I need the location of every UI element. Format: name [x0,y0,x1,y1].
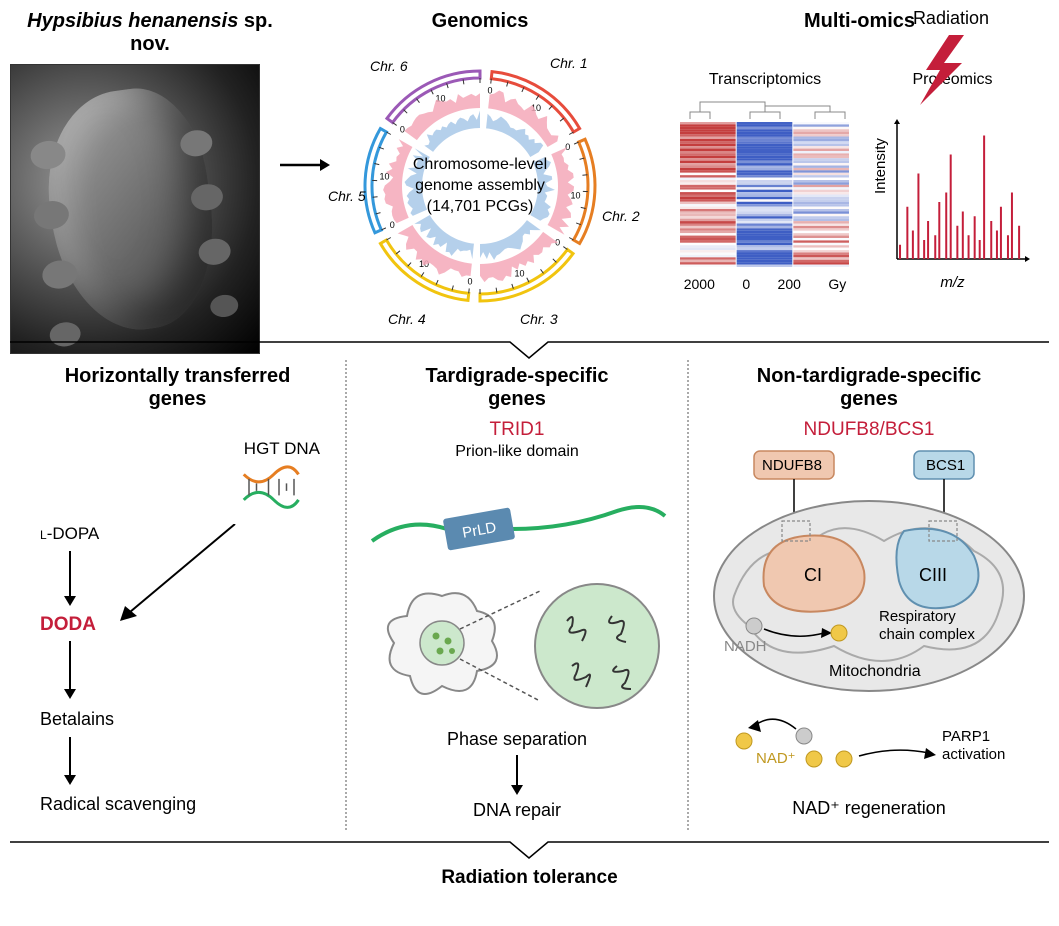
down-arrow-icon [60,641,80,699]
svg-text:CI: CI [804,565,822,585]
svg-text:BCS1: BCS1 [926,457,965,474]
transcriptomics-title: Transcriptomics [670,71,860,89]
phase-sep-label: Phase separation [362,729,672,750]
svg-text:NDUFB8: NDUFB8 [762,457,822,474]
trid1-label: TRID1 [362,419,672,441]
svg-text:Respiratory: Respiratory [879,608,956,625]
down-arrow-icon [60,737,80,785]
dna-helix-icon [240,464,300,519]
chr-label: Chr. 2 [602,208,640,224]
panel-genomics: Genomics 010010010010010010 Chr. 1 Chr. … [290,10,670,340]
spectrum-svg: Intensity [875,94,1030,269]
ldopa-label: l-DOPA [40,524,99,544]
circos-plot: 010010010010010010 Chr. 1 Chr. 2 Chr. 3 … [310,41,650,331]
panel-nontardigrade: Non-tardigrade-specific genes NDUFB8/BCS… [689,360,1049,830]
transcriptomics-heatmap: Transcriptomics 2000 [670,71,860,292]
diagonal-arrow-icon [120,524,240,624]
conclusion-text: Radiation tolerance [10,867,1049,889]
genomics-title: Genomics [290,10,670,33]
figure-root: Hypsibius henanensis sp. nov. Genomics 0… [0,0,1059,890]
hgt-title-line2: genes [149,388,207,410]
hgt-title: Horizontally transferred genes [25,365,330,411]
heatmap-tick: 2000 [684,276,715,292]
heatmap-tick: 200 [778,276,801,292]
svg-text:0: 0 [390,220,395,230]
chr-label: Chr. 3 [520,311,558,327]
svg-text:activation: activation [942,746,1005,763]
sem-micrograph [10,64,260,354]
lightning-icon [914,35,969,110]
nontardigrade-title-line1: Non-tardigrade-specific [757,365,981,387]
svg-text:NAD⁺: NAD⁺ [756,750,796,767]
tardigrade-title-line2: genes [488,388,546,410]
tardigrade-title-line1: Tardigrade-specific [425,365,608,387]
heatmap-tick: 0 [742,276,750,292]
mito-svg: NDUFB8 BCS1 CI CIII [704,441,1034,801]
cell-diagram [362,571,672,721]
chr-label: Chr. 5 [328,188,366,204]
svg-text:NADH: NADH [724,638,767,655]
svg-text:0: 0 [467,276,472,286]
svg-text:0: 0 [400,125,405,135]
svg-text:0: 0 [565,142,570,152]
svg-text:PARP1: PARP1 [942,728,990,745]
prion-label: Prion-like domain [362,443,672,461]
hgt-diagram: HGT DNA l-DOPA DODA [25,419,330,819]
trid-diagram: TRID1 Prion-like domain PrLD [362,419,672,819]
betalains-label: Betalains [40,709,114,730]
panel-species: Hypsibius henanensis sp. nov. [10,10,290,340]
heatmap-xlabels: 2000 0 200 Gy [670,276,860,292]
bottom-row: Horizontally transferred genes HGT DNA [10,360,1049,830]
down-arrow-icon [60,551,80,606]
conclusion-bar: Radiation tolerance [10,840,1049,880]
hgt-title-line1: Horizontally transferred [65,365,291,387]
down-arrow-icon [507,755,527,795]
svg-text:chain complex: chain complex [879,626,975,643]
species-title: Hypsibius henanensis sp. nov. [10,10,290,56]
hgt-dna-label: HGT DNA [244,439,320,459]
nontardigrade-title-line2: genes [840,388,898,410]
radiation-label: Radiation [913,8,989,29]
tardigrade-silhouette [35,80,227,340]
species-name: Hypsibius henanensis [27,10,238,32]
protein-line: PrLD [362,491,672,561]
nad-regen-label: NAD⁺ regeneration [704,798,1034,819]
tardigrade-title: Tardigrade-specific genes [362,365,672,411]
intensity-label: Intensity [875,138,889,194]
panel-multiomics: Multi-omics Radiation Transcriptomics [670,10,1049,340]
nontardigrade-title: Non-tardigrade-specific genes [704,365,1034,411]
chr-label: Chr. 4 [388,311,426,327]
panel-hgt: Horizontally transferred genes HGT DNA [10,360,347,830]
top-row: Hypsibius henanensis sp. nov. Genomics 0… [10,10,1049,340]
circos-line1: Chromosome-level [390,155,570,176]
svg-text:10: 10 [571,191,581,201]
heatmap-tick: Gy [828,276,846,292]
circos-line3: (14,701 PCGs) [390,196,570,217]
circos-line2: genome assembly [390,176,570,197]
svg-text:CIII: CIII [919,565,947,585]
chr-label: Chr. 6 [370,58,408,74]
heatmap-svg [670,94,860,269]
circos-caption: Chromosome-level genome assembly (14,701… [390,155,570,217]
multiomics-content: Transcriptomics 2000 [670,41,1049,292]
divider-top [10,340,1049,360]
mz-label: m/z [875,274,1030,291]
mito-diagram: NDUFB8/BCS1 NDUFB8 BCS1 CI [704,419,1034,819]
svg-text:10: 10 [514,268,524,278]
dna-repair-label: DNA repair [362,800,672,821]
panel-tardigrade-genes: Tardigrade-specific genes TRID1 Prion-li… [347,360,689,830]
ndufb8-bcs1-label: NDUFB8/BCS1 [704,419,1034,441]
multiomics-title: Multi-omics [670,10,1049,33]
chr-label: Chr. 1 [550,55,588,71]
radical-label: Radical scavenging [40,794,196,815]
svg-text:Mitochondria: Mitochondria [829,663,921,680]
doda-label: DODA [40,614,96,636]
